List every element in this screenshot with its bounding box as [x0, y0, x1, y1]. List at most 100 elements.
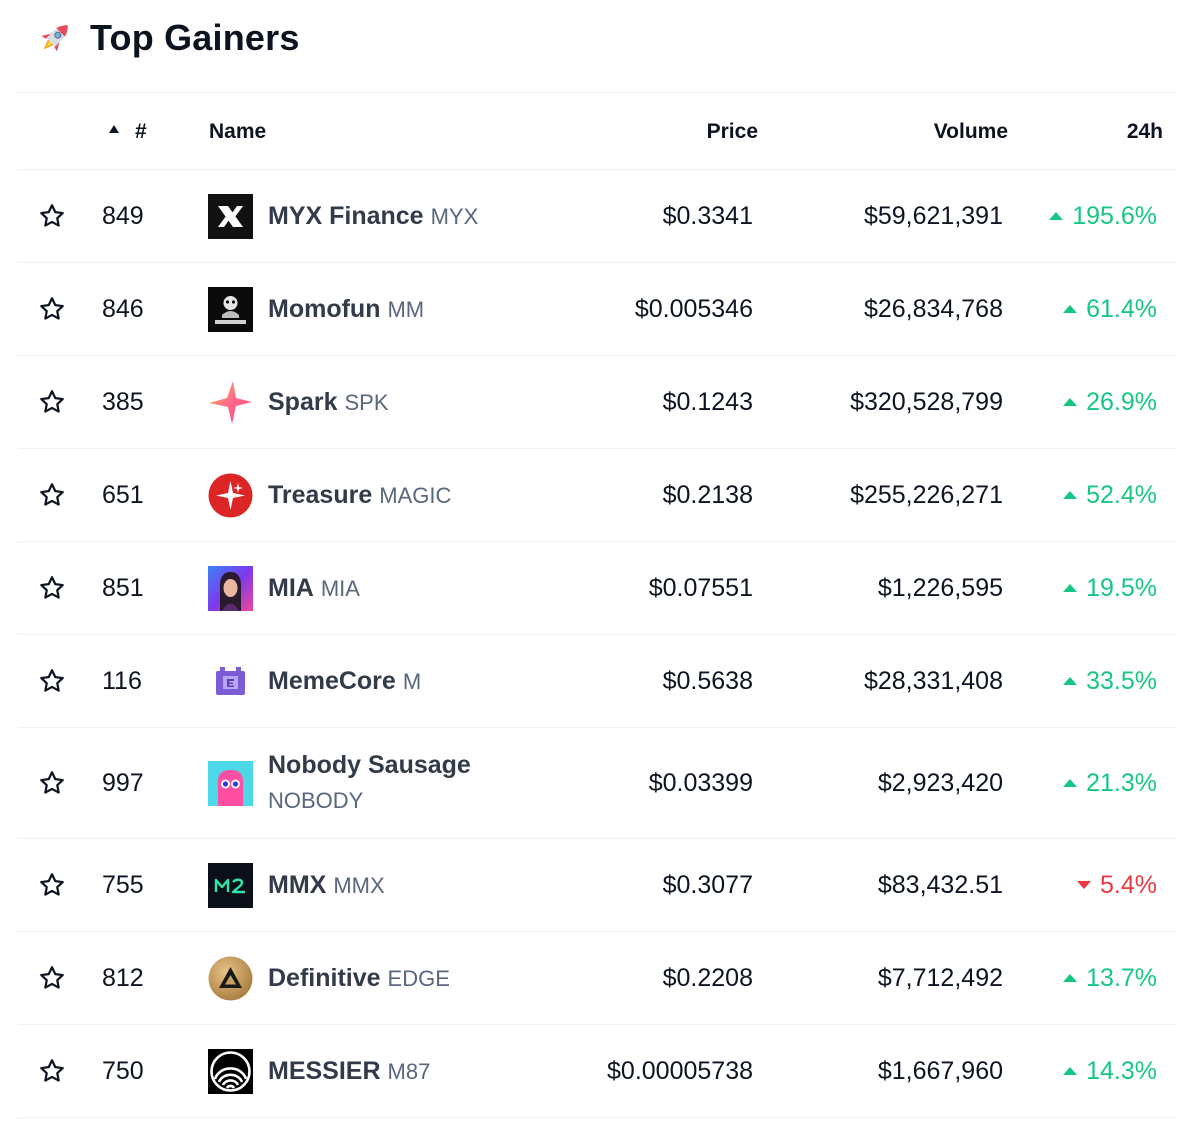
- rank: 812: [102, 963, 144, 992]
- table-row[interactable]: 851 MIA MIA $0.07551 $1,226,595 19.5%: [18, 542, 1177, 635]
- coin-symbol: M87: [387, 1058, 431, 1084]
- table-row[interactable]: 385 Spark SPK $0.1243 $320,528,799 26.9%: [18, 356, 1177, 449]
- table-row[interactable]: 755 MMX MMX $0.3077 $83,432.51 5.4%: [18, 839, 1177, 932]
- column-header-rank[interactable]: #: [135, 120, 147, 143]
- price: $0.5638: [662, 666, 753, 695]
- messier-logo: [208, 1025, 253, 1117]
- table-row[interactable]: 116 MemeCore M $0.5638 $28,331,408 33.5%: [18, 635, 1177, 728]
- price: $0.1243: [662, 387, 753, 416]
- rank: 846: [102, 294, 144, 323]
- rank: 997: [102, 768, 144, 797]
- change-value: 5.4%: [1100, 870, 1157, 899]
- change-value: 19.5%: [1086, 573, 1157, 602]
- coin-symbol: MAGIC: [379, 482, 452, 508]
- nobody-logo: [208, 728, 253, 838]
- change-value: 61.4%: [1086, 294, 1157, 323]
- rank: 755: [102, 870, 144, 899]
- column-header-24h[interactable]: 24h: [1126, 120, 1163, 143]
- caret-up-icon: [1063, 305, 1078, 313]
- table-row[interactable]: 750 MESSIER M87 $0.00005738 $1,667,960 14…: [18, 1025, 1177, 1118]
- change-24h: 13.7%: [1028, 932, 1157, 1024]
- favorite-star-icon[interactable]: [38, 635, 66, 727]
- coin-name-cell: MESSIER M87: [268, 1025, 608, 1117]
- caret-up-icon: [1049, 212, 1064, 220]
- coin-symbol: MIA: [320, 575, 360, 601]
- column-header-volume[interactable]: Volume: [933, 120, 1008, 143]
- caret-up-icon: [1063, 974, 1078, 982]
- caret-up-icon: [1063, 491, 1078, 499]
- momofun-logo: [208, 263, 253, 355]
- definitive-logo: [208, 932, 253, 1024]
- price: $0.07551: [648, 573, 753, 602]
- change-24h: 33.5%: [1028, 635, 1157, 727]
- table-header: # Name Price Volume 24h: [18, 93, 1177, 170]
- spark-logo: [208, 356, 253, 448]
- volume: $1,226,595: [877, 573, 1003, 602]
- change-24h: 26.9%: [1028, 356, 1157, 448]
- table-row[interactable]: 849 MYX Finance MYX $0.3341 $59,621,391 1…: [18, 170, 1177, 263]
- volume: $28,331,408: [863, 666, 1003, 695]
- volume: $26,834,768: [863, 294, 1003, 323]
- coin-name[interactable]: MIA: [268, 573, 314, 602]
- favorite-star-icon[interactable]: [38, 449, 66, 541]
- change-24h: 19.5%: [1028, 542, 1157, 634]
- rocket-icon: [41, 25, 68, 52]
- favorite-star-icon[interactable]: [38, 728, 66, 838]
- table-row[interactable]: 651 Treasure MAGIC $0.2138 $255,226,271 5…: [18, 449, 1177, 542]
- coin-symbol: SPK: [344, 389, 389, 415]
- change-value: 14.3%: [1086, 1056, 1157, 1085]
- favorite-star-icon[interactable]: [38, 932, 66, 1024]
- price: $0.00005738: [607, 1056, 753, 1085]
- rank: 849: [102, 201, 144, 230]
- coin-symbol: MYX: [430, 203, 479, 229]
- coin-name[interactable]: MMX: [268, 870, 327, 899]
- coin-name[interactable]: Spark: [268, 387, 338, 416]
- table-row[interactable]: 846 Momofun MM $0.005346 $26,834,768 61.4…: [18, 263, 1177, 356]
- myx-logo: [208, 170, 253, 262]
- coin-name-cell: MIA MIA: [268, 542, 608, 634]
- table-row[interactable]: 997 Nobody Sausage NOBODY $0.03399 $2,923…: [18, 728, 1177, 839]
- change-value: 52.4%: [1086, 480, 1157, 509]
- coin-name[interactable]: Definitive: [268, 963, 381, 992]
- table-row[interactable]: 812 Definitive EDGE $0.2208 $7,712,492 13…: [18, 932, 1177, 1025]
- favorite-star-icon[interactable]: [38, 1025, 66, 1117]
- price: $0.3341: [662, 201, 753, 230]
- change-24h: 52.4%: [1028, 449, 1157, 541]
- caret-down-icon: [1077, 881, 1092, 889]
- price: $0.2138: [662, 480, 753, 509]
- favorite-star-icon[interactable]: [38, 542, 66, 634]
- change-value: 21.3%: [1086, 768, 1157, 797]
- sort-ascending-icon[interactable]: [109, 125, 119, 133]
- coin-name-cell: Momofun MM: [268, 263, 608, 355]
- coin-name[interactable]: MESSIER: [268, 1056, 381, 1085]
- page-header: Top Gainers: [34, 14, 300, 62]
- coin-name-cell: MMX MMX: [268, 839, 608, 931]
- rank: 385: [102, 387, 144, 416]
- favorite-star-icon[interactable]: [38, 263, 66, 355]
- caret-up-icon: [1063, 779, 1078, 787]
- volume: $1,667,960: [877, 1056, 1003, 1085]
- favorite-star-icon[interactable]: [38, 356, 66, 448]
- coin-symbol: NOBODY: [268, 788, 364, 813]
- volume: $83,432.51: [877, 870, 1003, 899]
- coin-symbol: MMX: [333, 872, 385, 898]
- change-value: 13.7%: [1086, 963, 1157, 992]
- volume: $59,621,391: [863, 201, 1003, 230]
- column-header-price[interactable]: Price: [706, 120, 758, 143]
- volume: $255,226,271: [850, 480, 1003, 509]
- change-value: 26.9%: [1086, 387, 1157, 416]
- coin-name[interactable]: Momofun: [268, 294, 381, 323]
- caret-up-icon: [1063, 677, 1078, 685]
- favorite-star-icon[interactable]: [38, 839, 66, 931]
- coin-name[interactable]: MemeCore: [268, 666, 396, 695]
- coin-name[interactable]: Nobody Sausage: [268, 751, 471, 779]
- coin-symbol: MM: [387, 296, 425, 322]
- column-header-name[interactable]: Name: [209, 120, 267, 143]
- coin-name-cell: Treasure MAGIC: [268, 449, 608, 541]
- price: $0.005346: [634, 294, 753, 323]
- coin-name[interactable]: MYX Finance: [268, 201, 424, 230]
- coin-name[interactable]: Treasure: [268, 480, 373, 509]
- volume: $2,923,420: [877, 768, 1003, 797]
- favorite-star-icon[interactable]: [38, 170, 66, 262]
- coin-name-cell: Nobody Sausage NOBODY: [268, 728, 608, 838]
